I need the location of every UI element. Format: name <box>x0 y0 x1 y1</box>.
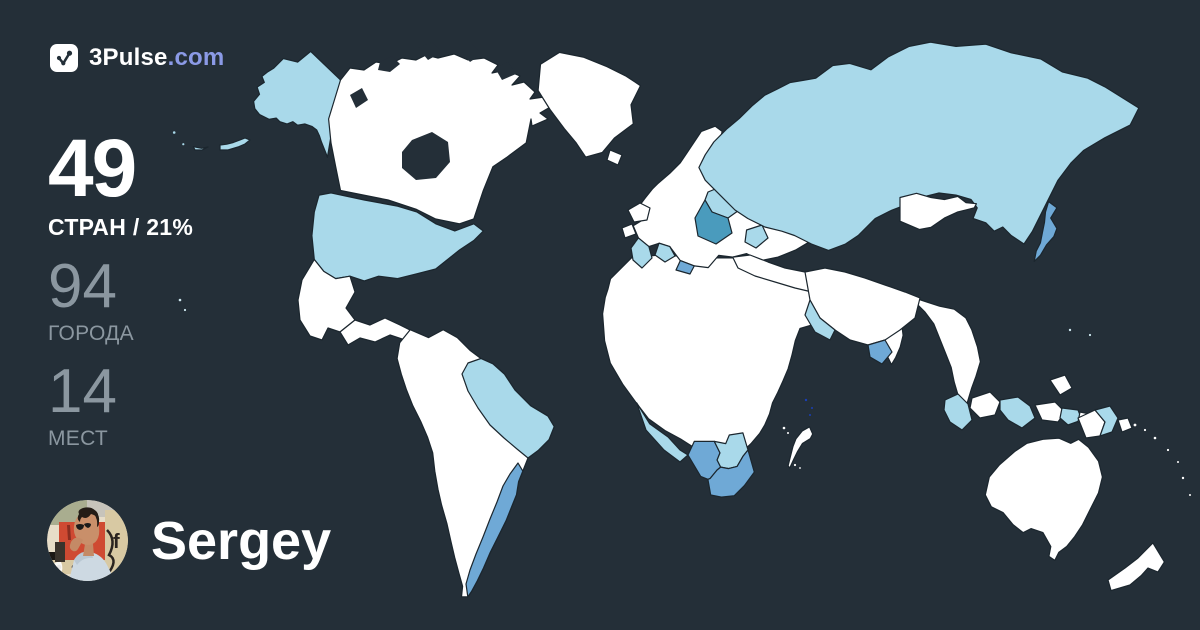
svg-text:f: f <box>113 531 120 553</box>
